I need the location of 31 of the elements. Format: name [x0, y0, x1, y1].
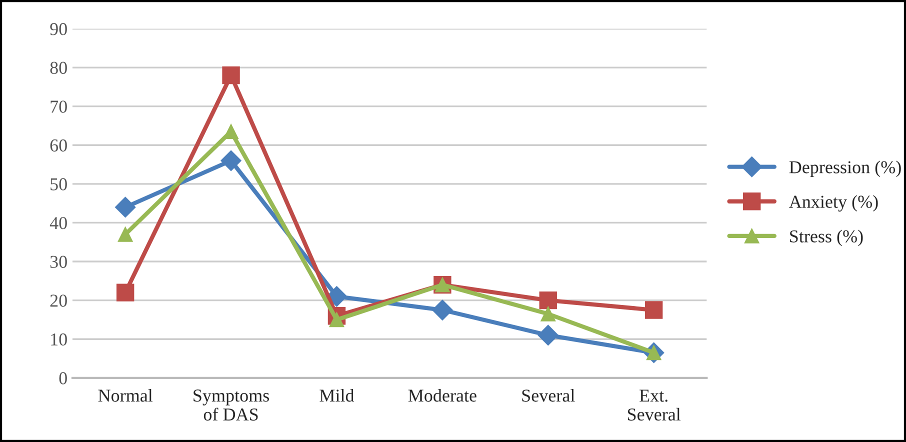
- x-tick-label: Ext. Several: [628, 390, 681, 421]
- y-tick-label: 20: [50, 294, 67, 307]
- legend-label: Depression (%): [789, 160, 901, 177]
- point: [118, 226, 133, 242]
- x-tick-label: Moderate: [408, 389, 476, 402]
- point: [114, 196, 136, 218]
- y-tick-label: 80: [50, 62, 67, 74]
- y-tick-label: 40: [50, 216, 67, 230]
- y-tick-label: 60: [50, 139, 67, 152]
- legend-label: Stress (%): [790, 230, 863, 246]
- legend-label: Anxiety (%): [789, 195, 878, 212]
- point: [222, 66, 240, 84]
- point: [539, 291, 557, 310]
- point: [540, 306, 556, 322]
- x-tick-label: Normal: [98, 389, 153, 402]
- x-tick-label: Symptoms of DAS: [194, 390, 270, 421]
- y-tick-label: 10: [51, 333, 67, 346]
- point: [224, 124, 238, 140]
- point: [538, 324, 558, 346]
- point: [644, 301, 663, 319]
- point: [432, 300, 453, 320]
- x-tick-label: Several: [522, 389, 575, 402]
- point: [116, 284, 134, 302]
- y-tick-label: 70: [50, 100, 67, 113]
- y-tick-label: 50: [50, 178, 67, 190]
- point: [329, 312, 344, 328]
- point: [220, 150, 242, 171]
- y-tick-label: 0: [59, 372, 67, 384]
- y-tick-label: 90: [50, 22, 67, 36]
- x-tick-label: Mild: [320, 389, 354, 402]
- y-tick-label: 30: [50, 256, 67, 268]
